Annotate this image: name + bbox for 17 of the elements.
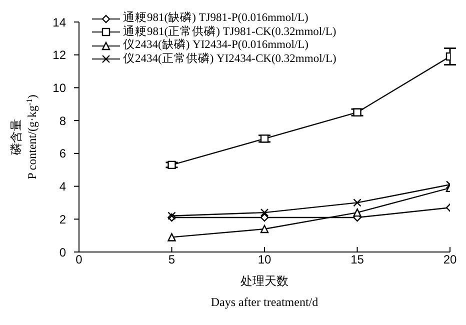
y-tick-label: 14 bbox=[52, 15, 66, 30]
y-tick-label: 2 bbox=[59, 212, 66, 226]
x-tick-label: 15 bbox=[350, 252, 364, 267]
legend-label: 仪2434(正常供磷) YI2434-CK(0.32mmol/L) bbox=[123, 52, 336, 66]
legend-label: 通粳981(正常供磷) TJ981-CK(0.32mmol/L) bbox=[123, 26, 336, 38]
y-tick-label: 12 bbox=[52, 48, 66, 62]
x-tick-label: 20 bbox=[443, 252, 457, 267]
y-tick-label: 10 bbox=[52, 80, 66, 95]
x-axis-title: 处理天数 Days after treatment/d bbox=[210, 274, 318, 309]
y-tick-label: 8 bbox=[59, 114, 66, 128]
x-tick-label: 10 bbox=[258, 252, 272, 267]
y-tick-label: 4 bbox=[59, 180, 66, 194]
y-tick-label: 6 bbox=[59, 146, 66, 161]
x-tick-label: 5 bbox=[168, 252, 176, 267]
x-tick-label: 0 bbox=[76, 252, 83, 267]
legend-label: 仪2434(缺磷) YI2434-P(0.016mmol/L) bbox=[123, 39, 308, 52]
legend-label: 通粳981(缺磷) TJ981-P(0.016mmol/L) bbox=[123, 12, 308, 26]
